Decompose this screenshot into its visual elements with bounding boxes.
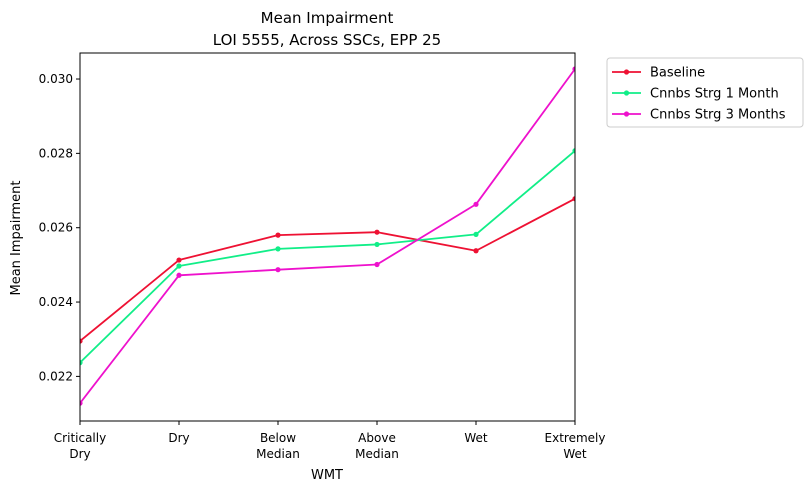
legend-swatch-marker-2	[623, 90, 630, 96]
legend-label-1: Baseline	[650, 66, 705, 81]
y-tick-label-1: 0.022	[39, 369, 73, 383]
x-tick-label-line: Critically	[54, 431, 106, 445]
data-point-s3-1	[80, 400, 83, 406]
data-point-s3-2	[176, 272, 182, 278]
series-line-3	[80, 68, 575, 404]
y-tick-label-5: 0.030	[39, 72, 73, 86]
legend-swatch-marker-3	[623, 111, 630, 117]
legend-label-3: Cnnbs Strg 3 Months	[650, 108, 786, 123]
plot-area: 0.022 0.024 0.026 0.028 0.030 Critically Dry Dr…	[39, 52, 606, 461]
data-point-s2-5	[473, 231, 479, 237]
data-point-s2-4	[374, 241, 380, 248]
series-line-1	[80, 197, 575, 342]
legend-box	[606, 57, 804, 128]
y-tick-label-2: 0.024	[39, 295, 73, 309]
x-tick-label-line: Above	[358, 431, 396, 445]
x-tick-label-3: Below Median	[256, 431, 300, 461]
x-tick-label-line: Below	[260, 431, 296, 445]
legend-swatch-marker-1	[623, 69, 630, 75]
x-tick-label-line: Wet	[464, 431, 488, 445]
x-tick-label-1: Critically Dry	[54, 431, 106, 461]
data-point-s2-3	[275, 246, 281, 252]
data-point-s2-2	[176, 263, 182, 269]
plot-frame	[79, 52, 576, 422]
x-tick-label-6: Extremely Wet	[545, 431, 606, 461]
x-tick-label-line: Wet	[563, 447, 587, 461]
legend-label-2: Cnnbs Strg 1 Month	[650, 87, 779, 102]
legend: Baseline Cnnbs Strg 1 Month Cnnbs Strg 3 M…	[606, 57, 804, 128]
x-axis-label: WMT	[311, 468, 343, 483]
data-point-s1-2	[176, 257, 182, 263]
data-point-s3-3	[275, 267, 281, 273]
y-tick-label-3: 0.026	[39, 221, 73, 235]
x-tick-label-line: Dry	[168, 431, 189, 445]
data-point-s3-4	[374, 261, 380, 268]
x-tick-label-2: Dry	[168, 431, 189, 445]
data-point-s1-1	[80, 338, 83, 344]
data-point-s3-6	[572, 66, 575, 72]
series-group	[80, 66, 575, 406]
data-point-s3-5	[473, 201, 479, 207]
x-tick-label-line: Dry	[69, 447, 90, 461]
x-tick-label-line: Extremely	[545, 431, 606, 445]
series-line-2	[80, 150, 575, 364]
data-point-s1-5	[473, 248, 479, 254]
x-tick-label-5: Wet	[464, 431, 488, 445]
y-tick-label-4: 0.028	[39, 146, 73, 160]
chart-subtitle: LOI 5555, Across SSCs, EPP 25	[213, 31, 441, 49]
chart-title: Mean Impairment	[261, 9, 394, 27]
y-axis-label: Mean Impairment	[9, 181, 24, 296]
data-point-s1-6	[572, 196, 575, 202]
data-point-s2-6	[572, 148, 575, 154]
x-tick-label-4: Above Median	[355, 431, 399, 461]
x-tick-label-line: Median	[256, 447, 300, 461]
data-point-s1-4	[374, 229, 380, 235]
data-point-s2-1	[80, 360, 83, 366]
data-point-s1-3	[275, 232, 281, 238]
x-tick-label-line: Median	[355, 447, 399, 461]
